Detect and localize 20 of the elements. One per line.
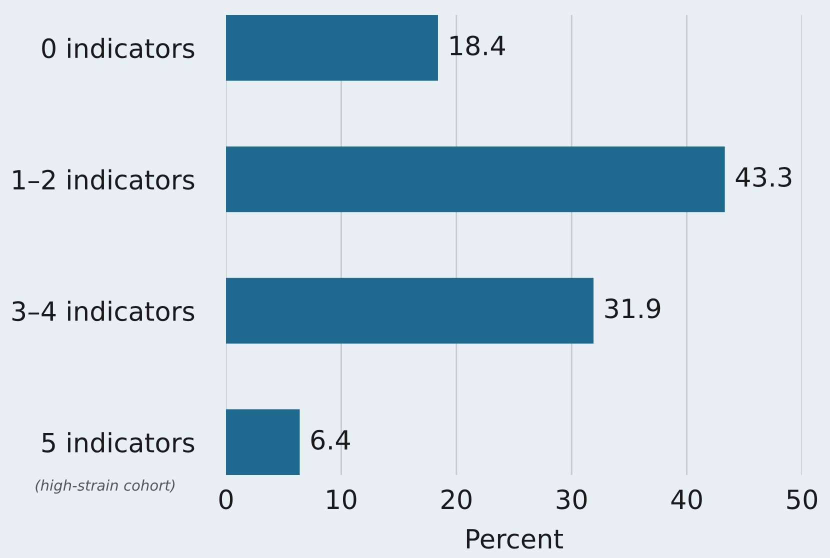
text: (high-strain cohort) [36, 480, 175, 494]
bar [226, 15, 438, 81]
data-label: 6.4 [311, 430, 350, 450]
bar [226, 146, 725, 212]
x-tick-label: 30 [556, 489, 587, 510]
data-label: 18.4 [450, 36, 505, 56]
y-tick-label: 3–4 indicators [12, 300, 194, 322]
x-tick-label: 50 [787, 489, 818, 510]
x-tick-label: 20 [442, 489, 472, 510]
bar [226, 278, 594, 344]
y-tick-label: 0 indicators [42, 38, 194, 58]
y-tick-label: 1–2 indicators [13, 169, 194, 190]
y-tick-label: 5 indicators [42, 432, 194, 453]
data-label: 43.3 [736, 167, 792, 187]
x-axis-title: Percent [466, 529, 564, 549]
x-tick-label: 0 [219, 489, 233, 510]
bar [226, 409, 300, 476]
data-label: 31.9 [605, 298, 660, 318]
x-tick-label: 10 [327, 489, 356, 510]
x-tick-label: 40 [671, 489, 702, 510]
